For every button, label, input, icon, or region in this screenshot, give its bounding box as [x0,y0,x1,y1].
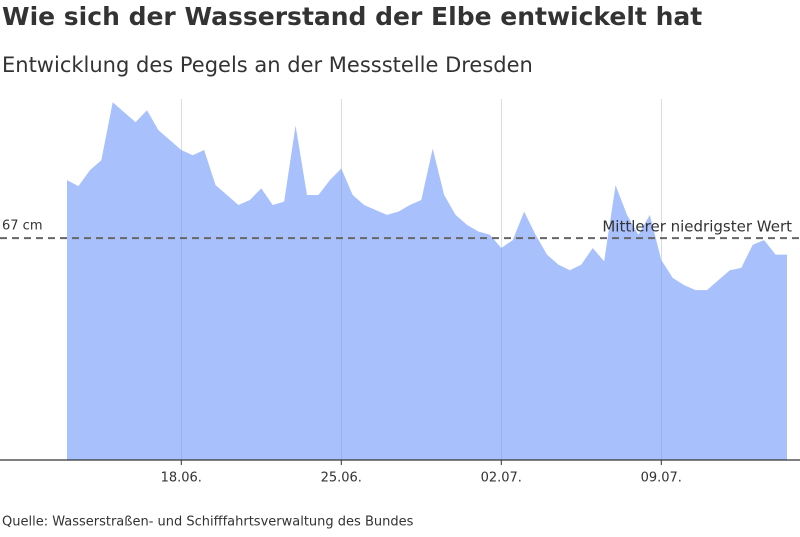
chart-subtitle: Entwicklung des Pegels an der Messstelle… [2,53,533,77]
x-tick-label: 09.07. [641,471,682,486]
x-tick-label: 18.06. [161,471,202,486]
reference-name: Mittlerer niedrigster Wert [602,218,792,236]
x-tick-label: 25.06. [321,471,362,486]
x-tick-label: 02.07. [481,471,522,486]
source: Quelle: Wasserstraßen- und Schifffahrtsv… [2,515,414,530]
reference-value-label: 67 cm [2,219,43,234]
area [67,102,787,461]
chart-title: Wie sich der Wasserstand der Elbe entwic… [2,2,702,31]
